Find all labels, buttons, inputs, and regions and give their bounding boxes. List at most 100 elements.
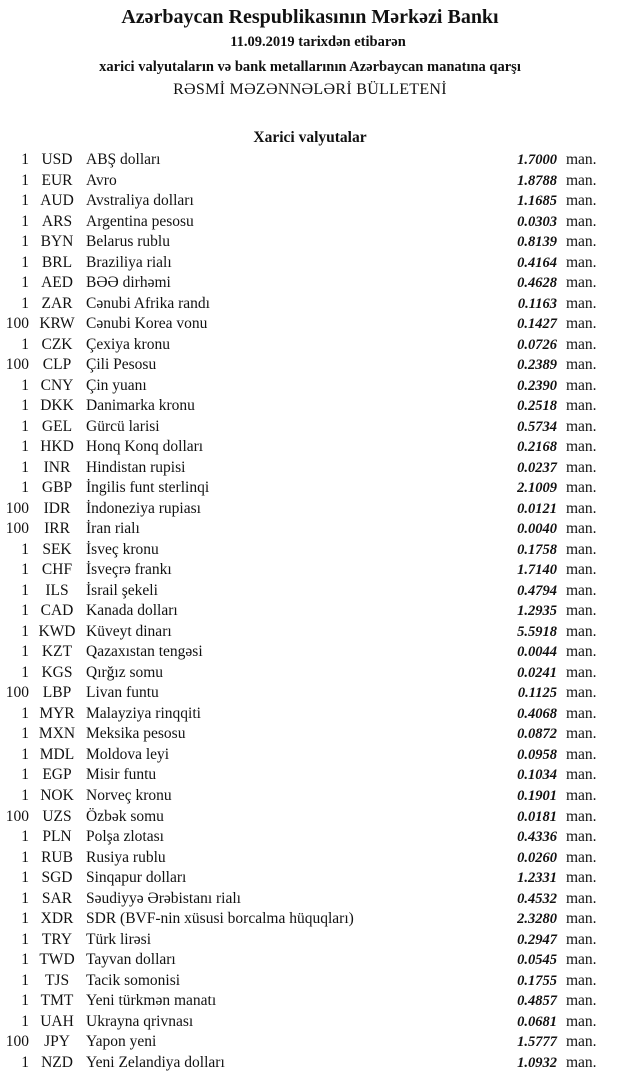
currency-amount: 100 [5, 1033, 29, 1051]
table-row: 1 TJS Tacik somonisi 0.1755 man. [0, 971, 620, 992]
exchange-rate: 0.4857 [517, 993, 557, 1010]
currency-amount: 1 [21, 745, 29, 763]
table-row: 1 AED BƏƏ dirhəmi 0.4628 man. [0, 273, 620, 294]
table-row: 1 TMT Yeni türkmən manatı 0.4857 man. [0, 991, 620, 1012]
currency-code: KWD [38, 622, 76, 640]
currency-amount: 1 [21, 581, 29, 599]
table-row: 1 USD ABŞ dolları 1.7000 man. [0, 150, 620, 171]
currency-unit: man. [566, 766, 597, 784]
currency-name: Çin yuanı [86, 376, 147, 394]
exchange-rate: 0.4164 [517, 254, 557, 271]
currency-name: İsrail şekeli [86, 581, 158, 599]
table-row: 1 XDR SDR (BVF-nin xüsusi borcalma hüquqla… [0, 909, 620, 930]
exchange-rate: 0.2389 [517, 357, 557, 374]
currency-code: MXN [38, 725, 76, 743]
currency-unit: man. [566, 212, 597, 230]
currency-name: İndoneziya rupiası [86, 499, 201, 517]
table-row: 1 NZD Yeni Zelandiya dolları 1.0932 man. [0, 1053, 620, 1073]
currency-unit: man. [566, 397, 597, 415]
currency-code: INR [43, 458, 71, 476]
currency-unit: man. [566, 602, 597, 620]
currency-unit: man. [566, 540, 597, 558]
exchange-rate: 0.1034 [517, 767, 557, 784]
exchange-rate: 0.4532 [517, 890, 557, 907]
currency-unit: man. [566, 1012, 597, 1030]
table-row: 1 GBP İngilis funt sterlinqi 2.1009 man. [0, 478, 620, 499]
exchange-rate: 1.0932 [517, 1054, 557, 1071]
currency-code: HKD [40, 438, 74, 456]
currency-unit: man. [566, 869, 597, 887]
currency-name: Hindistan rupisi [86, 458, 186, 476]
currency-name: Küveyt dinarı [86, 622, 172, 640]
exchange-rate: 0.1427 [517, 316, 557, 333]
currency-code: CAD [40, 602, 74, 620]
currency-code: CHF [41, 561, 73, 579]
currency-name: Yeni türkmən manatı [86, 992, 217, 1010]
currency-amount: 1 [21, 212, 29, 230]
currency-code: CLP [42, 356, 72, 374]
currency-amount: 1 [21, 910, 29, 928]
currency-name: Norveç kronu [86, 786, 172, 804]
currency-code: SGD [41, 869, 73, 887]
table-row: 1 CAD Kanada dolları 1.2935 man. [0, 601, 620, 622]
currency-amount: 1 [21, 971, 29, 989]
table-row: 1 KWD Küveyt dinarı 5.5918 man. [0, 622, 620, 643]
currency-amount: 1 [21, 151, 29, 168]
table-row: 1 BYN Belarus rublu 0.8139 man. [0, 232, 620, 253]
exchange-rate: 0.0040 [517, 521, 557, 538]
exchange-rate: 1.7000 [517, 152, 557, 168]
currency-name: Danimarka kronu [86, 397, 195, 415]
currency-amount: 1 [21, 663, 29, 681]
currency-code: TJS [44, 971, 70, 989]
currency-unit: man. [566, 786, 597, 804]
exchange-rate: 0.0303 [517, 213, 557, 230]
table-row: 1 ARS Argentina pesosu 0.0303 man. [0, 212, 620, 233]
currency-unit: man. [566, 192, 597, 210]
currency-amount: 1 [21, 335, 29, 353]
currency-name: İngilis funt sterlinqi [86, 479, 210, 497]
currency-amount: 1 [21, 704, 29, 722]
currency-name: Cənubi Korea vonu [86, 315, 208, 333]
bank-title: Azərbaycan Respublikasının Mərkəzi Bankı [121, 6, 499, 28]
currency-name: Qırğız somu [86, 663, 164, 681]
table-row: 1 NOK Norveç kronu 0.1901 man. [0, 786, 620, 807]
currency-name: Honq Konq dolları [86, 438, 204, 456]
table-row: 1 HKD Honq Konq dolları 0.2168 man. [0, 437, 620, 458]
currency-code: JPY [44, 1033, 70, 1051]
currency-code: ILS [45, 581, 69, 599]
exchange-rate: 1.5777 [517, 1034, 557, 1051]
currency-code: AED [41, 274, 73, 292]
currency-unit: man. [566, 171, 597, 189]
currency-amount: 1 [21, 376, 29, 394]
currency-unit: man. [566, 294, 597, 312]
exchange-rate: 0.2390 [517, 377, 557, 394]
currency-code: ARS [41, 212, 73, 230]
currency-unit: man. [566, 376, 597, 394]
currency-name: Sinqapur dolları [86, 869, 187, 887]
exchange-rate: 0.1758 [517, 541, 557, 558]
currency-code: UZS [42, 807, 72, 825]
currency-name: Avstraliya dolları [86, 192, 194, 210]
table-row: 1 ILS İsrail şekeli 0.4794 man. [0, 581, 620, 602]
currency-name: Çexiya kronu [86, 335, 170, 353]
table-row: 1 GEL Gürcü larisi 0.5734 man. [0, 417, 620, 438]
currency-amount: 100 [5, 499, 29, 517]
currency-code: KGS [41, 663, 73, 681]
currency-unit: man. [566, 807, 597, 825]
table-row: 1 TRY Türk lirəsi 0.2947 man. [0, 930, 620, 951]
currency-amount: 1 [21, 622, 29, 640]
currency-code: ZAR [41, 294, 73, 312]
currency-code: KZT [41, 643, 73, 661]
exchange-rate: 0.2168 [517, 439, 557, 456]
currency-name: ABŞ dolları [86, 151, 161, 168]
exchange-rate: 1.7140 [517, 562, 557, 579]
currency-unit: man. [566, 335, 597, 353]
currency-name: Çili Pesosu [86, 356, 157, 374]
table-row: 1 KZT Qazaxıstan tengəsi 0.0044 man. [0, 642, 620, 663]
exchange-rate: 0.0958 [517, 746, 557, 763]
currency-amount: 1 [21, 438, 29, 456]
currency-name: Meksika pesosu [86, 725, 186, 743]
currency-unit: man. [566, 458, 597, 476]
currency-name: Cənubi Afrika randı [86, 294, 210, 312]
currency-amount: 100 [5, 315, 29, 333]
